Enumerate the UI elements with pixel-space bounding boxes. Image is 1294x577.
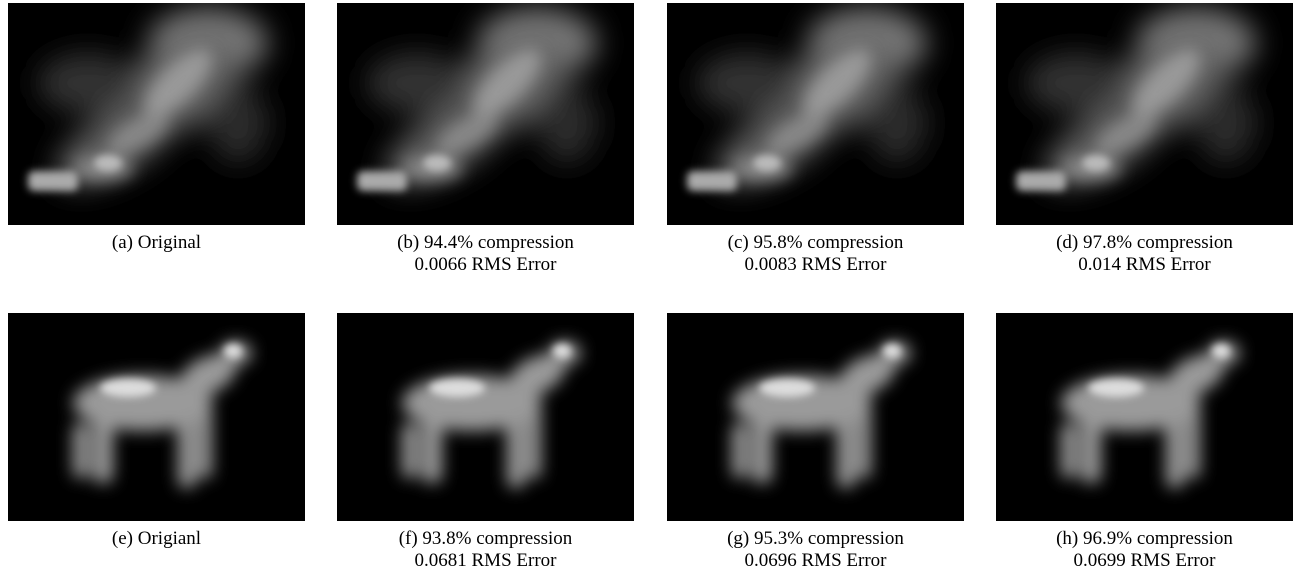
caption-line: (h) 96.9% compression (996, 528, 1293, 550)
caption-line: (d) 97.8% compression (996, 232, 1293, 254)
caption: (a) Original (8, 232, 305, 254)
figure: (a) Original (b) 94.4% compression0.0066… (0, 0, 1294, 577)
caption-line: 0.0699 RMS Error (996, 550, 1293, 572)
panel-image (996, 313, 1293, 521)
caption-line: 0.0066 RMS Error (337, 254, 634, 276)
caption-line: 0.0696 RMS Error (667, 550, 964, 572)
panel: (a) Original (8, 3, 305, 254)
panel-image (8, 313, 305, 521)
caption-line: 0.0083 RMS Error (667, 254, 964, 276)
caption: (e) Origianl (8, 528, 305, 550)
panel-image (667, 313, 964, 521)
caption-line: (b) 94.4% compression (337, 232, 634, 254)
caption-line: 0.014 RMS Error (996, 254, 1293, 276)
panel-image (8, 3, 305, 225)
panel-image (337, 3, 634, 225)
panel-image (667, 3, 964, 225)
panel: (e) Origianl (8, 313, 305, 550)
caption-line: (c) 95.8% compression (667, 232, 964, 254)
caption-line: (f) 93.8% compression (337, 528, 634, 550)
caption-line: 0.0681 RMS Error (337, 550, 634, 572)
caption-line: (e) Origianl (8, 528, 305, 550)
panel-image (337, 313, 634, 521)
caption-line: (g) 95.3% compression (667, 528, 964, 550)
caption-line: (a) Original (8, 232, 305, 254)
panel-image (996, 3, 1293, 225)
